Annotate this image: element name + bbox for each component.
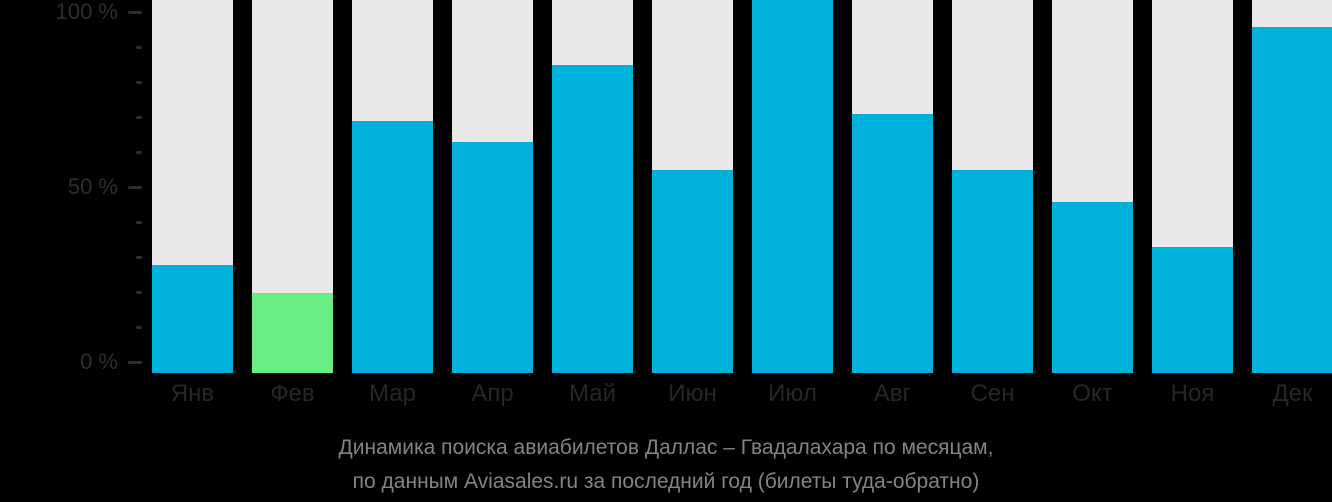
chart-subtitle: по данным Aviasales.ru за последний год …	[352, 470, 980, 493]
y-axis-label-100: 100 %	[55, 0, 118, 24]
y-axis-minor-tick	[136, 116, 142, 119]
y-axis-label-0: 0 %	[80, 349, 118, 374]
bar-column-apr	[452, 0, 533, 373]
bar-fill-apr	[452, 142, 533, 373]
bar-fill-nov	[1152, 247, 1233, 373]
x-axis-label-apr: Апр	[471, 380, 514, 407]
chart-title: Динамика поиска авиабилетов Даллас – Гва…	[338, 436, 994, 459]
bar-column-dec	[1252, 0, 1332, 373]
x-axis-label-jan: Янв	[170, 380, 215, 407]
y-axis-minor-tick	[136, 81, 142, 84]
y-axis-minor-tick	[136, 221, 142, 224]
bar-fill-jul	[752, 0, 833, 373]
x-axis-label-mar: Мар	[369, 380, 416, 407]
bar-column-nov	[1152, 0, 1233, 373]
x-axis-label-aug: Авг	[873, 380, 912, 407]
bar-fill-dec	[1252, 27, 1332, 373]
x-axis-label-oct: Окт	[1072, 380, 1113, 407]
y-axis-label-50: 50 %	[67, 174, 118, 199]
bar-column-feb	[252, 0, 333, 373]
bar-column-aug	[852, 0, 933, 373]
bar-column-jul	[752, 0, 833, 373]
y-axis-minor-tick	[136, 256, 142, 259]
x-axis-label-may: Май	[568, 380, 616, 407]
bar-fill-may	[552, 65, 633, 373]
bar-fill-jun	[652, 170, 733, 373]
y-axis-major-tick	[128, 361, 142, 364]
y-axis-minor-tick	[136, 46, 142, 49]
bar-column-may	[552, 0, 633, 373]
y-axis-minor-tick	[136, 151, 142, 154]
x-axis-label-feb: Фев	[270, 380, 315, 407]
y-axis-major-tick	[128, 11, 142, 14]
bar-fill-sep	[952, 170, 1033, 373]
bar-fill-aug	[852, 114, 933, 373]
y-axis-minor-tick	[136, 326, 142, 329]
x-axis-label-nov: Ноя	[1170, 380, 1215, 407]
bar-column-mar	[352, 0, 433, 373]
y-axis-major-tick	[128, 186, 142, 189]
bar-column-sep	[952, 0, 1033, 373]
y-axis-minor-tick	[136, 291, 142, 294]
bar-fill-oct	[1052, 202, 1133, 373]
bar-column-jan	[152, 0, 233, 373]
x-axis-label-jun: Июн	[668, 380, 717, 407]
bar-fill-mar	[352, 121, 433, 373]
x-axis-label-dec: Дек	[1272, 380, 1313, 407]
x-axis-label-sep: Сен	[970, 380, 1015, 407]
bar-fill-jan	[152, 265, 233, 373]
bar-column-oct	[1052, 0, 1133, 373]
bar-fill-feb	[252, 293, 333, 373]
bar-column-jun	[652, 0, 733, 373]
x-axis-label-jul: Июл	[768, 380, 817, 407]
